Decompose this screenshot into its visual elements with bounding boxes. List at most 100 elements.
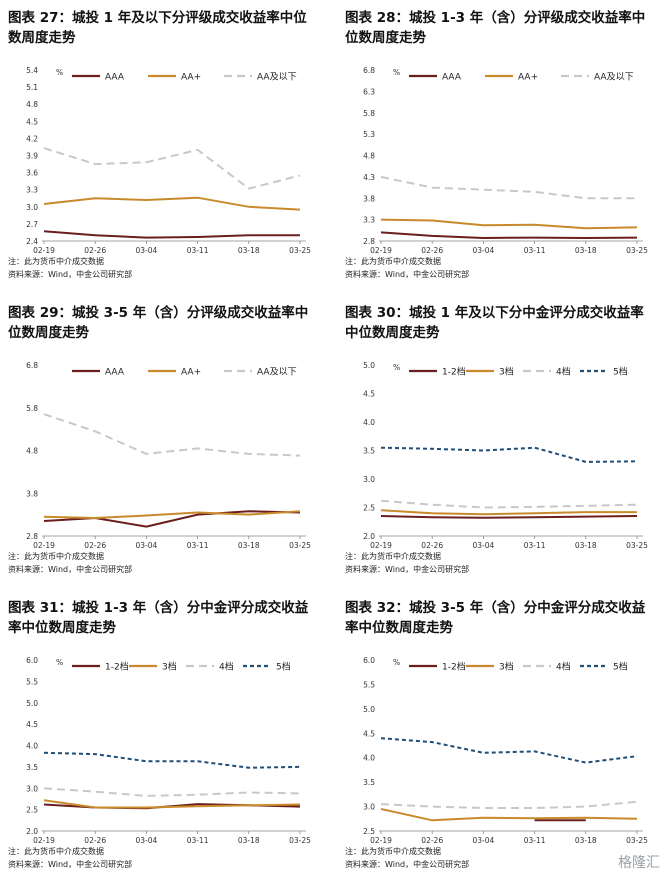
chart-source: 资料来源：Wind，中金公司研究部 <box>345 860 470 869</box>
y-tick-label: 4.3 <box>363 173 375 182</box>
x-tick-label: 03-04 <box>136 246 158 255</box>
y-tick-label: 3.0 <box>363 803 375 812</box>
series-line <box>380 175 637 200</box>
chart-panel: 图表 31：城投 1-3 年（含）分中金评分成交收益率中位数周度走势 2.0 2.5… <box>8 598 328 883</box>
line-chart: 2.8 3.8 4.8 5.8 6.8 02-19 02-26 03-04 03-11 03-18… <box>26 361 311 550</box>
legend-label: AA+ <box>181 73 201 83</box>
x-tick-label: 02-19 <box>33 541 55 550</box>
x-tick-label: 02-26 <box>421 541 443 550</box>
series-line <box>380 509 637 516</box>
series-line <box>380 808 638 822</box>
series-line <box>43 413 301 457</box>
x-tick-label: 03-18 <box>575 541 597 550</box>
legend-label: 3档 <box>499 661 514 673</box>
x-tick-label: 03-18 <box>238 836 260 845</box>
series-line <box>380 499 638 509</box>
x-tick-label: 03-18 <box>575 836 597 845</box>
series-line <box>380 515 638 519</box>
x-tick-label: 03-04 <box>473 836 495 845</box>
y-tick-label: 3.5 <box>26 763 38 772</box>
y-tick-label: 5.5 <box>363 680 375 689</box>
y-tick-label: 3.0 <box>26 203 38 212</box>
legend-label: 4档 <box>556 366 571 378</box>
x-tick-label: 03-11 <box>524 246 546 255</box>
x-tick-label: 03-11 <box>187 836 209 845</box>
x-tick-label: 03-11 <box>524 541 546 550</box>
chart-note: 注：此为货币中介成交数据 <box>345 847 441 856</box>
y-tick-label: 4.8 <box>26 447 38 456</box>
x-tick-label: 03-18 <box>238 541 260 550</box>
y-tick-label: 3.0 <box>26 784 38 793</box>
legend-label: 3档 <box>499 366 514 378</box>
legend-label: 4档 <box>219 661 234 673</box>
y-tick-label: 6.0 <box>26 656 38 665</box>
y-tick-label: 2.4 <box>26 237 38 246</box>
legend-label: AA+ <box>181 368 201 378</box>
y-tick-label: 5.5 <box>26 677 38 686</box>
unit-label: % <box>56 68 63 77</box>
y-tick-label: 4.5 <box>363 729 375 738</box>
y-tick-label: 5.8 <box>363 109 375 118</box>
y-tick-label: 6.8 <box>363 66 375 75</box>
line-chart: 2.0 2.5 3.0 3.5 4.0 4.5 5.0 02-19 02-26 03-04 03-1… <box>363 361 648 550</box>
x-tick-label: 03-04 <box>473 541 495 550</box>
legend-label: 1-2档 <box>105 661 129 673</box>
series-line <box>380 800 638 809</box>
legend-label: 1-2档 <box>442 661 466 673</box>
legend-label: AAA <box>105 73 125 83</box>
y-tick-label: 2.5 <box>26 806 38 815</box>
chart-source: 资料来源：Wind，中金公司研究部 <box>8 565 133 574</box>
chart-source: 资料来源：Wind，中金公司研究部 <box>345 565 470 574</box>
y-tick-label: 3.5 <box>363 447 375 456</box>
series-line <box>43 230 300 239</box>
y-tick-label: 4.8 <box>26 100 38 109</box>
y-tick-label: 3.0 <box>363 475 375 484</box>
x-tick-label: 03-18 <box>238 246 260 255</box>
y-tick-label: 5.0 <box>363 705 375 714</box>
y-tick-label: 3.9 <box>26 152 38 161</box>
unit-label: % <box>393 68 400 77</box>
legend-label: AA及以下 <box>594 72 634 83</box>
chart-note: 注：此为货币中介成交数据 <box>8 552 104 561</box>
y-tick-label: 5.1 <box>26 83 38 92</box>
y-tick-label: 4.8 <box>363 152 375 161</box>
series-line <box>43 787 301 797</box>
y-tick-label: 6.3 <box>363 87 375 96</box>
chart-note: 注：此为货币中介成交数据 <box>345 552 441 561</box>
chart-panel: 图表 27：城投 1 年及以下分评级成交收益率中位数周度走势 2.4 2.7 3.0 3… <box>8 8 328 293</box>
y-tick-label: 5.0 <box>363 361 375 370</box>
legend-label: AAA <box>442 73 462 83</box>
y-tick-label: 4.5 <box>363 390 375 399</box>
y-tick-label: 3.8 <box>26 489 38 498</box>
y-tick-label: 2.8 <box>363 237 375 246</box>
y-tick-label: 4.0 <box>363 418 375 427</box>
chart-panel: 图表 30：城投 1 年及以下分中金评分成交收益率中位数周度走势 2.0 2.5 3.… <box>345 303 665 588</box>
y-tick-label: 5.8 <box>26 404 38 413</box>
x-tick-label: 03-11 <box>524 836 546 845</box>
unit-label: % <box>393 363 400 372</box>
chart-title: 图表 27：城投 1 年及以下分评级成交收益率中位数周度走势 <box>8 10 307 46</box>
y-tick-label: 3.5 <box>363 778 375 787</box>
x-tick-label: 02-19 <box>33 246 55 255</box>
y-tick-label: 6.0 <box>363 656 375 665</box>
x-tick-label: 02-26 <box>84 246 106 255</box>
series-line <box>43 147 301 190</box>
chart-title: 图表 31：城投 1-3 年（含）分中金评分成交收益率中位数周度走势 <box>8 600 309 636</box>
x-tick-label: 03-25 <box>289 246 311 255</box>
x-tick-label: 03-04 <box>473 246 495 255</box>
x-tick-label: 02-19 <box>370 836 392 845</box>
series-line <box>380 218 638 230</box>
x-tick-label: 02-19 <box>370 246 392 255</box>
line-chart: 2.5 3.0 3.5 4.0 4.5 5.0 5.5 6.0 02-19 02-26 03-04 0… <box>363 656 648 845</box>
legend-label: 4档 <box>556 661 571 673</box>
legend-label: AA及以下 <box>257 367 297 378</box>
y-tick-label: 5.4 <box>26 66 38 75</box>
y-tick-label: 3.6 <box>26 169 38 178</box>
x-tick-label: 03-04 <box>136 836 158 845</box>
legend-label: 1-2档 <box>442 366 466 378</box>
chart-title: 图表 32：城投 3-5 年（含）分中金评分成交收益率中位数周度走势 <box>345 600 646 636</box>
series-line <box>380 737 638 764</box>
chart-title: 图表 29：城投 3-5 年（含）分评级成交收益率中位数周度走势 <box>8 305 309 341</box>
x-tick-label: 03-11 <box>187 246 209 255</box>
y-tick-label: 2.0 <box>26 827 38 836</box>
